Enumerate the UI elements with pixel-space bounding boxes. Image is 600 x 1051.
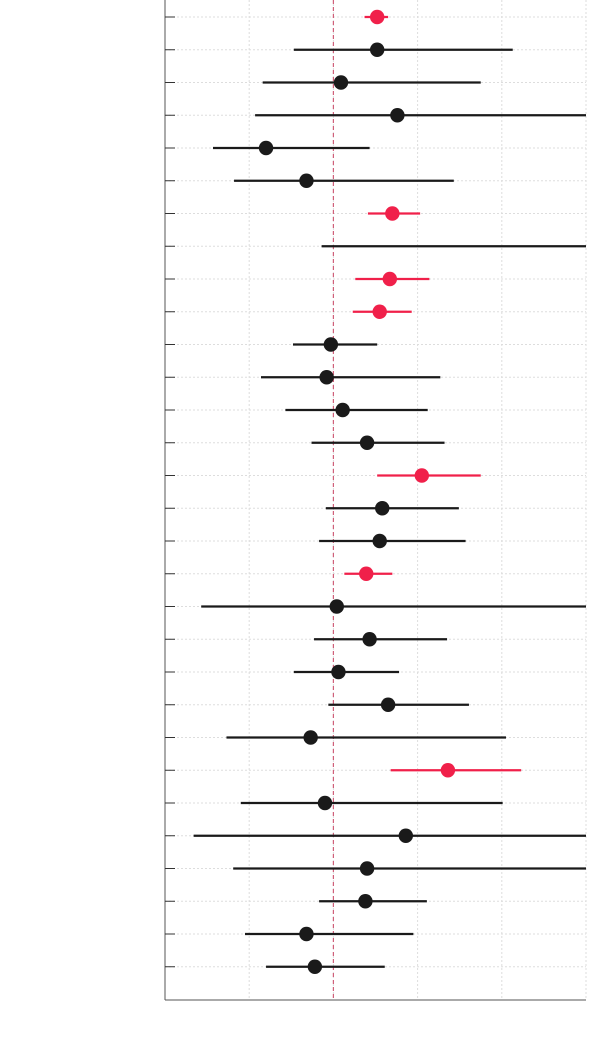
point-estimate: [335, 402, 350, 418]
forest-row: [364, 9, 389, 25]
point-estimate: [303, 730, 318, 745]
forest-row: [260, 370, 441, 385]
forest-row: [293, 664, 400, 680]
forest-row: [328, 697, 469, 712]
forest-row: [240, 795, 503, 811]
point-estimate: [359, 566, 374, 581]
forest-row: [377, 468, 481, 483]
axes: [164, 0, 586, 1001]
point-estimate: [333, 75, 349, 90]
forest-row: [292, 337, 378, 352]
point-estimate: [385, 206, 400, 221]
point-estimate: [319, 370, 334, 385]
point-estimate: [382, 271, 398, 287]
point-estimate: [372, 304, 387, 319]
point-estimate: [362, 632, 377, 647]
point-estimate: [398, 828, 414, 843]
forest-row: [255, 108, 586, 123]
forest-row: [293, 42, 513, 57]
point-estimate: [329, 599, 344, 614]
point-estimate: [299, 173, 314, 188]
forest-row: [319, 533, 466, 549]
point-estimate: [369, 9, 385, 25]
forest-row: [201, 599, 586, 614]
forest-row: [285, 402, 428, 418]
point-estimate: [375, 501, 390, 516]
forest-row: [390, 763, 522, 778]
forest-row: [352, 304, 412, 319]
forest-row: [355, 271, 430, 287]
point-estimate: [358, 894, 373, 909]
forest-row: [314, 632, 448, 647]
point-estimate: [359, 435, 375, 450]
forest-row: [193, 828, 586, 843]
point-estimate: [414, 468, 430, 483]
forest-row: [344, 566, 393, 581]
point-estimate: [390, 108, 405, 123]
forest-row: [319, 894, 427, 909]
forest-row: [262, 75, 481, 90]
point-estimate: [380, 697, 396, 712]
forest-row: [367, 206, 421, 221]
point-estimate: [307, 959, 323, 974]
point-estimate: [323, 337, 339, 352]
forest-row: [244, 926, 414, 942]
forest-row: [212, 140, 370, 156]
forest-row: [233, 861, 586, 876]
forest-row: [226, 730, 507, 745]
estimates: [193, 9, 586, 974]
forest-row: [311, 435, 445, 450]
point-estimate: [440, 763, 456, 778]
forest-row: [266, 959, 385, 974]
point-estimate: [258, 140, 274, 156]
point-estimate: [331, 664, 346, 680]
point-estimate: [299, 926, 314, 942]
point-estimate: [372, 533, 387, 549]
forest-row: [325, 501, 459, 516]
point-estimate: [359, 861, 375, 876]
point-estimate: [369, 42, 385, 57]
forest-row: [234, 173, 454, 188]
point-estimate: [317, 795, 333, 811]
